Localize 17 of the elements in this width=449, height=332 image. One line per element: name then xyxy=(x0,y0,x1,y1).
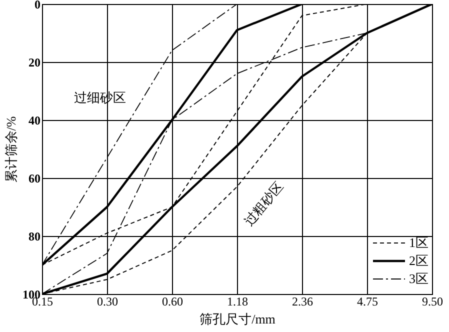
y-tick-label: 0 xyxy=(34,0,40,12)
x-tick-label: 4.75 xyxy=(357,294,378,308)
x-axis-title: 筛孔尺寸/mm xyxy=(200,312,276,326)
y-tick-label: 40 xyxy=(28,114,40,128)
x-tick-label: 0.60 xyxy=(162,294,183,308)
y-axis-title: 累计筛余/% xyxy=(4,116,18,183)
legend-label: 2区 xyxy=(409,253,428,268)
y-tick-label: 80 xyxy=(28,230,40,244)
y-tick-label: 60 xyxy=(28,172,40,186)
y-tick-label: 20 xyxy=(28,56,40,70)
x-tick-label: 1.18 xyxy=(227,294,248,308)
x-tick-label: 9.50 xyxy=(422,294,443,308)
x-tick-label: 0.30 xyxy=(97,294,118,308)
legend-label: 3区 xyxy=(409,271,428,286)
annotation: 过粗砂区 xyxy=(241,178,286,228)
legend-label: 1区 xyxy=(409,235,428,250)
x-tick-label: 2.36 xyxy=(292,294,313,308)
